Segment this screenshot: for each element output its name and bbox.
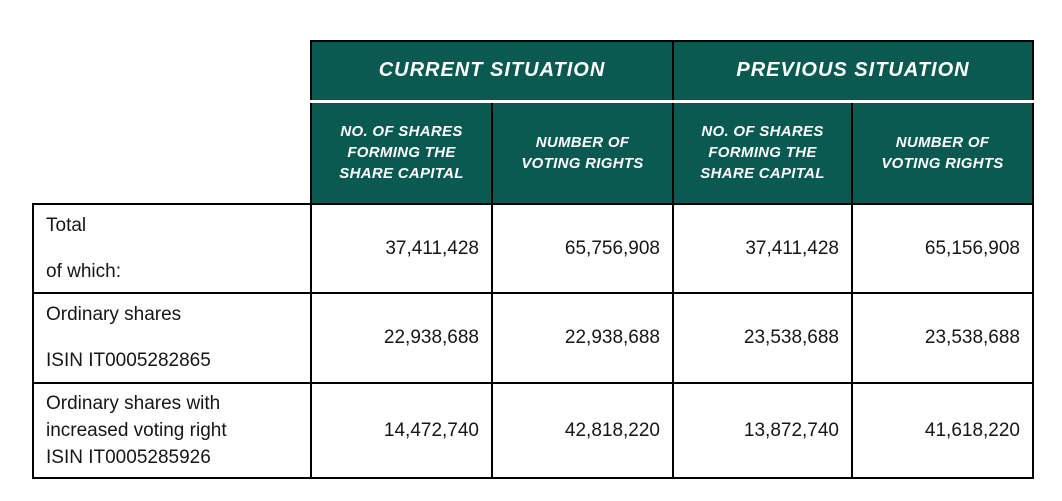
row-label-line: Total (46, 214, 87, 236)
col-header-previous-voting-rights: NUMBER OF VOTING RIGHTS (851, 99, 1034, 205)
value-cell: 23,538,688 (672, 292, 853, 384)
row-label-line: increased voting right (46, 420, 227, 441)
row-label-line: of which: (46, 260, 121, 282)
header-group-row: CURRENT SITUATION PREVIOUS SITUATION (33, 40, 1034, 204)
row-label-ordinary-shares: Ordinary shares ISIN IT0005282865 (32, 292, 312, 384)
value-cell: 42,818,220 (491, 382, 674, 479)
corner-spacer (33, 41, 311, 204)
row-label-line: Ordinary shares with (46, 393, 221, 414)
table-row-total: Total of which: 37,411,428 65,756,908 37… (32, 203, 1034, 294)
row-label-total: Total of which: (32, 203, 312, 294)
share-capital-table: CURRENT SITUATION PREVIOUS SITUATION NO.… (32, 40, 1034, 479)
row-label-increased-voting: Ordinary shares with increased voting ri… (32, 382, 312, 479)
col-header-current-voting-rights: NUMBER OF VOTING RIGHTS (491, 99, 674, 205)
value-cell: 13,872,740 (672, 382, 853, 479)
col-header-current-shares: NO. OF SHARES FORMING THE SHARE CAPITAL (310, 99, 493, 205)
value-cell: 41,618,220 (851, 382, 1034, 479)
value-cell: 65,156,908 (851, 203, 1034, 294)
current-situation-header: CURRENT SITUATION (310, 40, 674, 103)
value-cell: 23,538,688 (851, 292, 1034, 384)
value-cell: 22,938,688 (491, 292, 674, 384)
table-row-ordinary-shares: Ordinary shares ISIN IT0005282865 22,938… (32, 292, 1034, 384)
row-label-line: ISIN IT0005285926 (46, 447, 211, 468)
value-cell: 65,756,908 (491, 203, 674, 294)
table-row-increased-voting: Ordinary shares with increased voting ri… (32, 382, 1034, 479)
col-header-previous-shares: NO. OF SHARES FORMING THE SHARE CAPITAL (672, 99, 853, 205)
row-label-line: Ordinary shares (46, 304, 182, 325)
previous-situation-header: PREVIOUS SITUATION (672, 40, 1034, 103)
value-cell: 22,938,688 (310, 292, 493, 384)
row-label-line: ISIN IT0005282865 (46, 350, 211, 371)
value-cell: 37,411,428 (310, 203, 493, 294)
value-cell: 37,411,428 (672, 203, 853, 294)
value-cell: 14,472,740 (310, 382, 493, 479)
header-column-row: NO. OF SHARES FORMING THE SHARE CAPITAL … (33, 99, 1034, 205)
